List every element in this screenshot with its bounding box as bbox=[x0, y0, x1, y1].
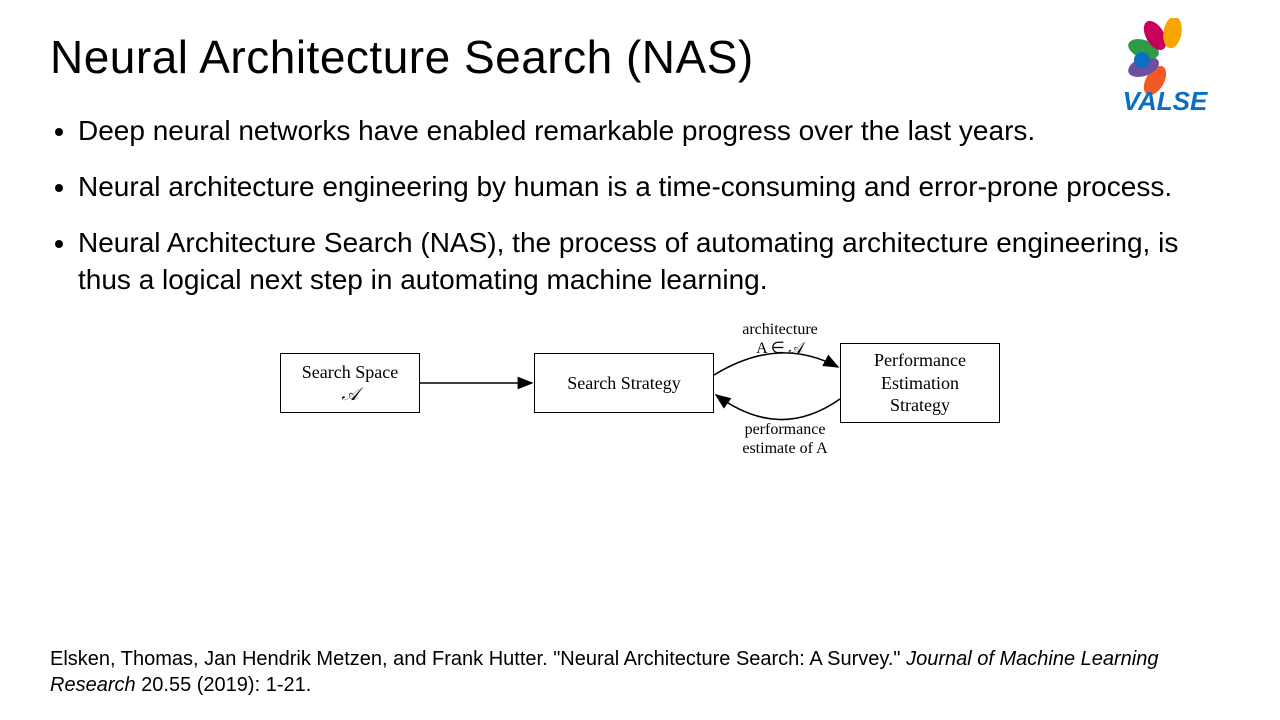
edge-label-line: performance bbox=[745, 421, 826, 438]
box-label-symbol: 𝒜 bbox=[341, 383, 358, 406]
edge-label-line: architecture bbox=[742, 321, 818, 338]
box-label: Search Strategy bbox=[567, 372, 680, 395]
edge-label-architecture: architecture A ∈ 𝒜 bbox=[720, 321, 840, 358]
box-label: Performance bbox=[874, 349, 966, 372]
box-label: Estimation bbox=[881, 372, 959, 395]
logo-text: VALSE bbox=[1123, 86, 1208, 116]
citation-rest: 20.55 (2019): 1-21. bbox=[136, 674, 312, 696]
edge-label-line: estimate of A bbox=[742, 440, 827, 457]
logo-dot bbox=[1134, 52, 1150, 68]
box-label: Strategy bbox=[890, 394, 950, 417]
diagram-box-performance-estimation: Performance Estimation Strategy bbox=[840, 343, 1000, 423]
bullet-list: Deep neural networks have enabled remark… bbox=[50, 112, 1230, 299]
bullet-item: Neural Architecture Search (NAS), the pr… bbox=[78, 224, 1230, 300]
edge-label-line: A ∈ 𝒜 bbox=[756, 340, 804, 357]
bullet-item: Deep neural networks have enabled remark… bbox=[78, 112, 1230, 150]
edge-label-performance: performance estimate of A bbox=[720, 421, 850, 458]
valse-logo: VALSE bbox=[1090, 18, 1240, 118]
diagram-box-search-strategy: Search Strategy bbox=[534, 353, 714, 413]
bullet-item: Neural architecture engineering by human… bbox=[78, 168, 1230, 206]
diagram-box-search-space: Search Space 𝒜 bbox=[280, 353, 420, 413]
nas-diagram: Search Space 𝒜 Search Strategy Performan… bbox=[280, 317, 1000, 457]
citation-authors: Elsken, Thomas, Jan Hendrik Metzen, and … bbox=[50, 648, 553, 670]
slide-title: Neural Architecture Search (NAS) bbox=[50, 30, 1230, 84]
citation-title: "Neural Architecture Search: A Survey." bbox=[553, 648, 906, 670]
citation: Elsken, Thomas, Jan Hendrik Metzen, and … bbox=[50, 646, 1240, 698]
box-label: Search Space bbox=[302, 361, 398, 384]
